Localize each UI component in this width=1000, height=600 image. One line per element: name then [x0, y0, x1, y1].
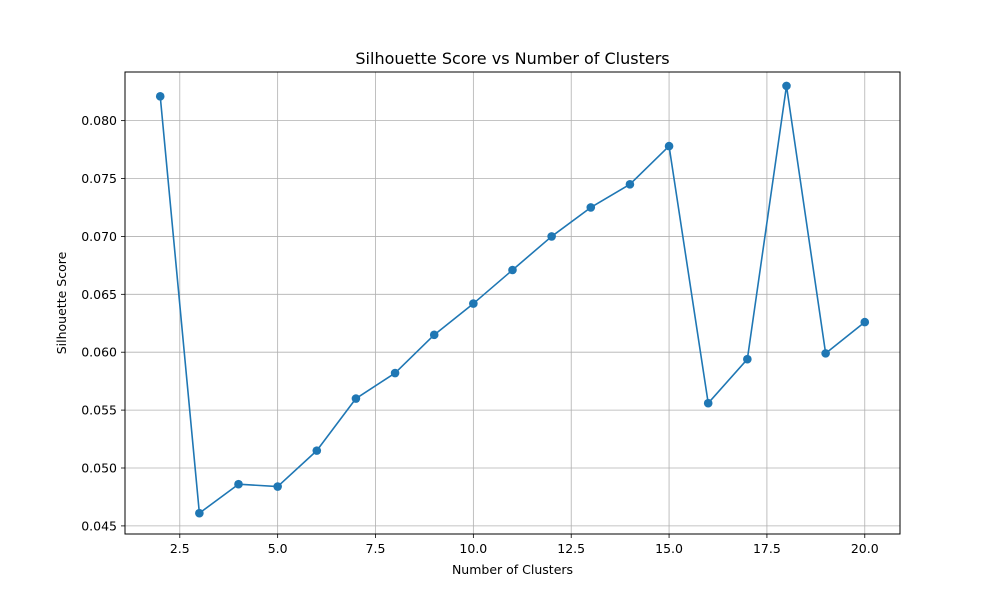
y-tick-label: 0.070	[81, 229, 117, 244]
data-point	[234, 479, 243, 489]
x-axis: 2.5 5.0 7.5 10.0 12.5 15.0 17.5 20.0	[170, 534, 879, 556]
data-point	[821, 349, 830, 358]
x-tick-label: 2.5	[170, 541, 190, 556]
y-tick-label: 0.075	[81, 171, 117, 186]
y-tick-label: 0.055	[81, 403, 117, 418]
data-point	[547, 232, 556, 241]
data-point	[312, 446, 322, 455]
data-point	[664, 141, 674, 151]
y-tick-label: 0.080	[81, 113, 117, 128]
x-tick-label: 12.5	[557, 541, 585, 556]
x-tick-label: 15.0	[655, 541, 683, 556]
x-tick-label: 5.0	[268, 541, 288, 556]
data-point	[155, 92, 165, 101]
data-point	[782, 81, 791, 91]
x-tick-label: 7.5	[366, 541, 386, 556]
plot-frame	[124, 71, 901, 535]
data-point	[743, 354, 752, 364]
data-point	[703, 398, 713, 408]
data-point	[429, 330, 439, 340]
data-point	[860, 317, 870, 327]
x-tick-label: 10.0	[459, 541, 487, 556]
data-point	[586, 203, 596, 212]
y-tick-label: 0.065	[81, 287, 117, 302]
data-point	[195, 508, 204, 518]
y-axis: 0.045 0.050 0.055 0.060 0.065 0.070 0.075 0.080	[81, 113, 125, 533]
data-point	[273, 482, 282, 491]
data-point	[351, 394, 361, 403]
series-group	[155, 81, 870, 518]
data-point	[390, 368, 400, 378]
y-tick-label: 0.045	[81, 518, 117, 533]
y-tick-label: 0.060	[81, 345, 117, 360]
x-axis-label: Number of Clusters	[452, 562, 573, 577]
x-tick-label: 17.5	[753, 541, 781, 556]
chart-title: Silhouette Score vs Number of Clusters	[355, 49, 669, 68]
y-tick-label: 0.050	[81, 461, 117, 476]
data-point	[469, 299, 478, 308]
data-point	[508, 265, 517, 275]
y-axis-label: Silhouette Score	[54, 251, 69, 354]
x-tick-label: 20.0	[851, 541, 879, 556]
data-point	[625, 180, 635, 189]
